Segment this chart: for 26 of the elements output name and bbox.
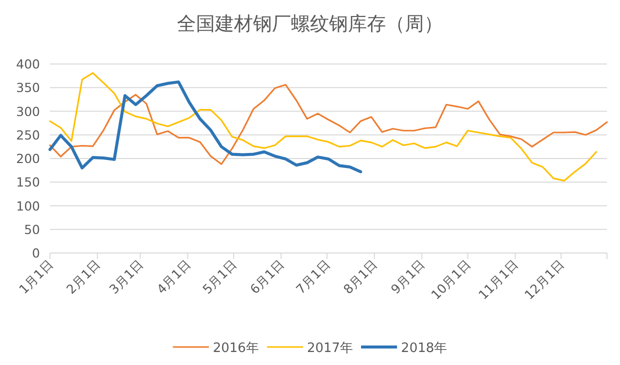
legend-label: 2018年 <box>401 341 448 356</box>
line-series <box>49 84 608 165</box>
y-tick-label: 100 <box>16 198 40 214</box>
x-tick-label: 10月1日 <box>428 256 474 302</box>
x-tick-label: 6月1日 <box>246 256 288 297</box>
x-tick-label: 3月1日 <box>106 256 146 297</box>
x-tick-label: 5月1日 <box>200 256 240 297</box>
y-tick-label: 250 <box>16 127 40 142</box>
x-tick-label: 7月1日 <box>292 256 334 297</box>
chart-title: 全国建材钢厂螺纹钢库存（周） <box>177 13 443 35</box>
x-tick-label: 9月1日 <box>388 256 428 297</box>
y-tick-label: 50 <box>24 222 40 237</box>
legend-label: 2016年 <box>212 341 259 356</box>
y-tick-label: 200 <box>16 151 40 166</box>
y-tick-label: 350 <box>16 80 40 96</box>
y-tick-label: 300 <box>16 104 40 119</box>
line-series <box>49 72 598 182</box>
legend-label: 2017年 <box>306 341 354 356</box>
line-series <box>48 80 362 174</box>
x-tick-label: 8月1日 <box>340 256 381 297</box>
y-tick-label: 150 <box>16 174 40 190</box>
x-tick-label: 2月1日 <box>63 256 104 297</box>
x-tick-label: 11月1日 <box>475 256 522 302</box>
x-tick-label: 4月1日 <box>154 256 194 297</box>
y-tick-label: 400 <box>16 56 40 72</box>
x-tick-label: 12月1日 <box>521 256 568 302</box>
